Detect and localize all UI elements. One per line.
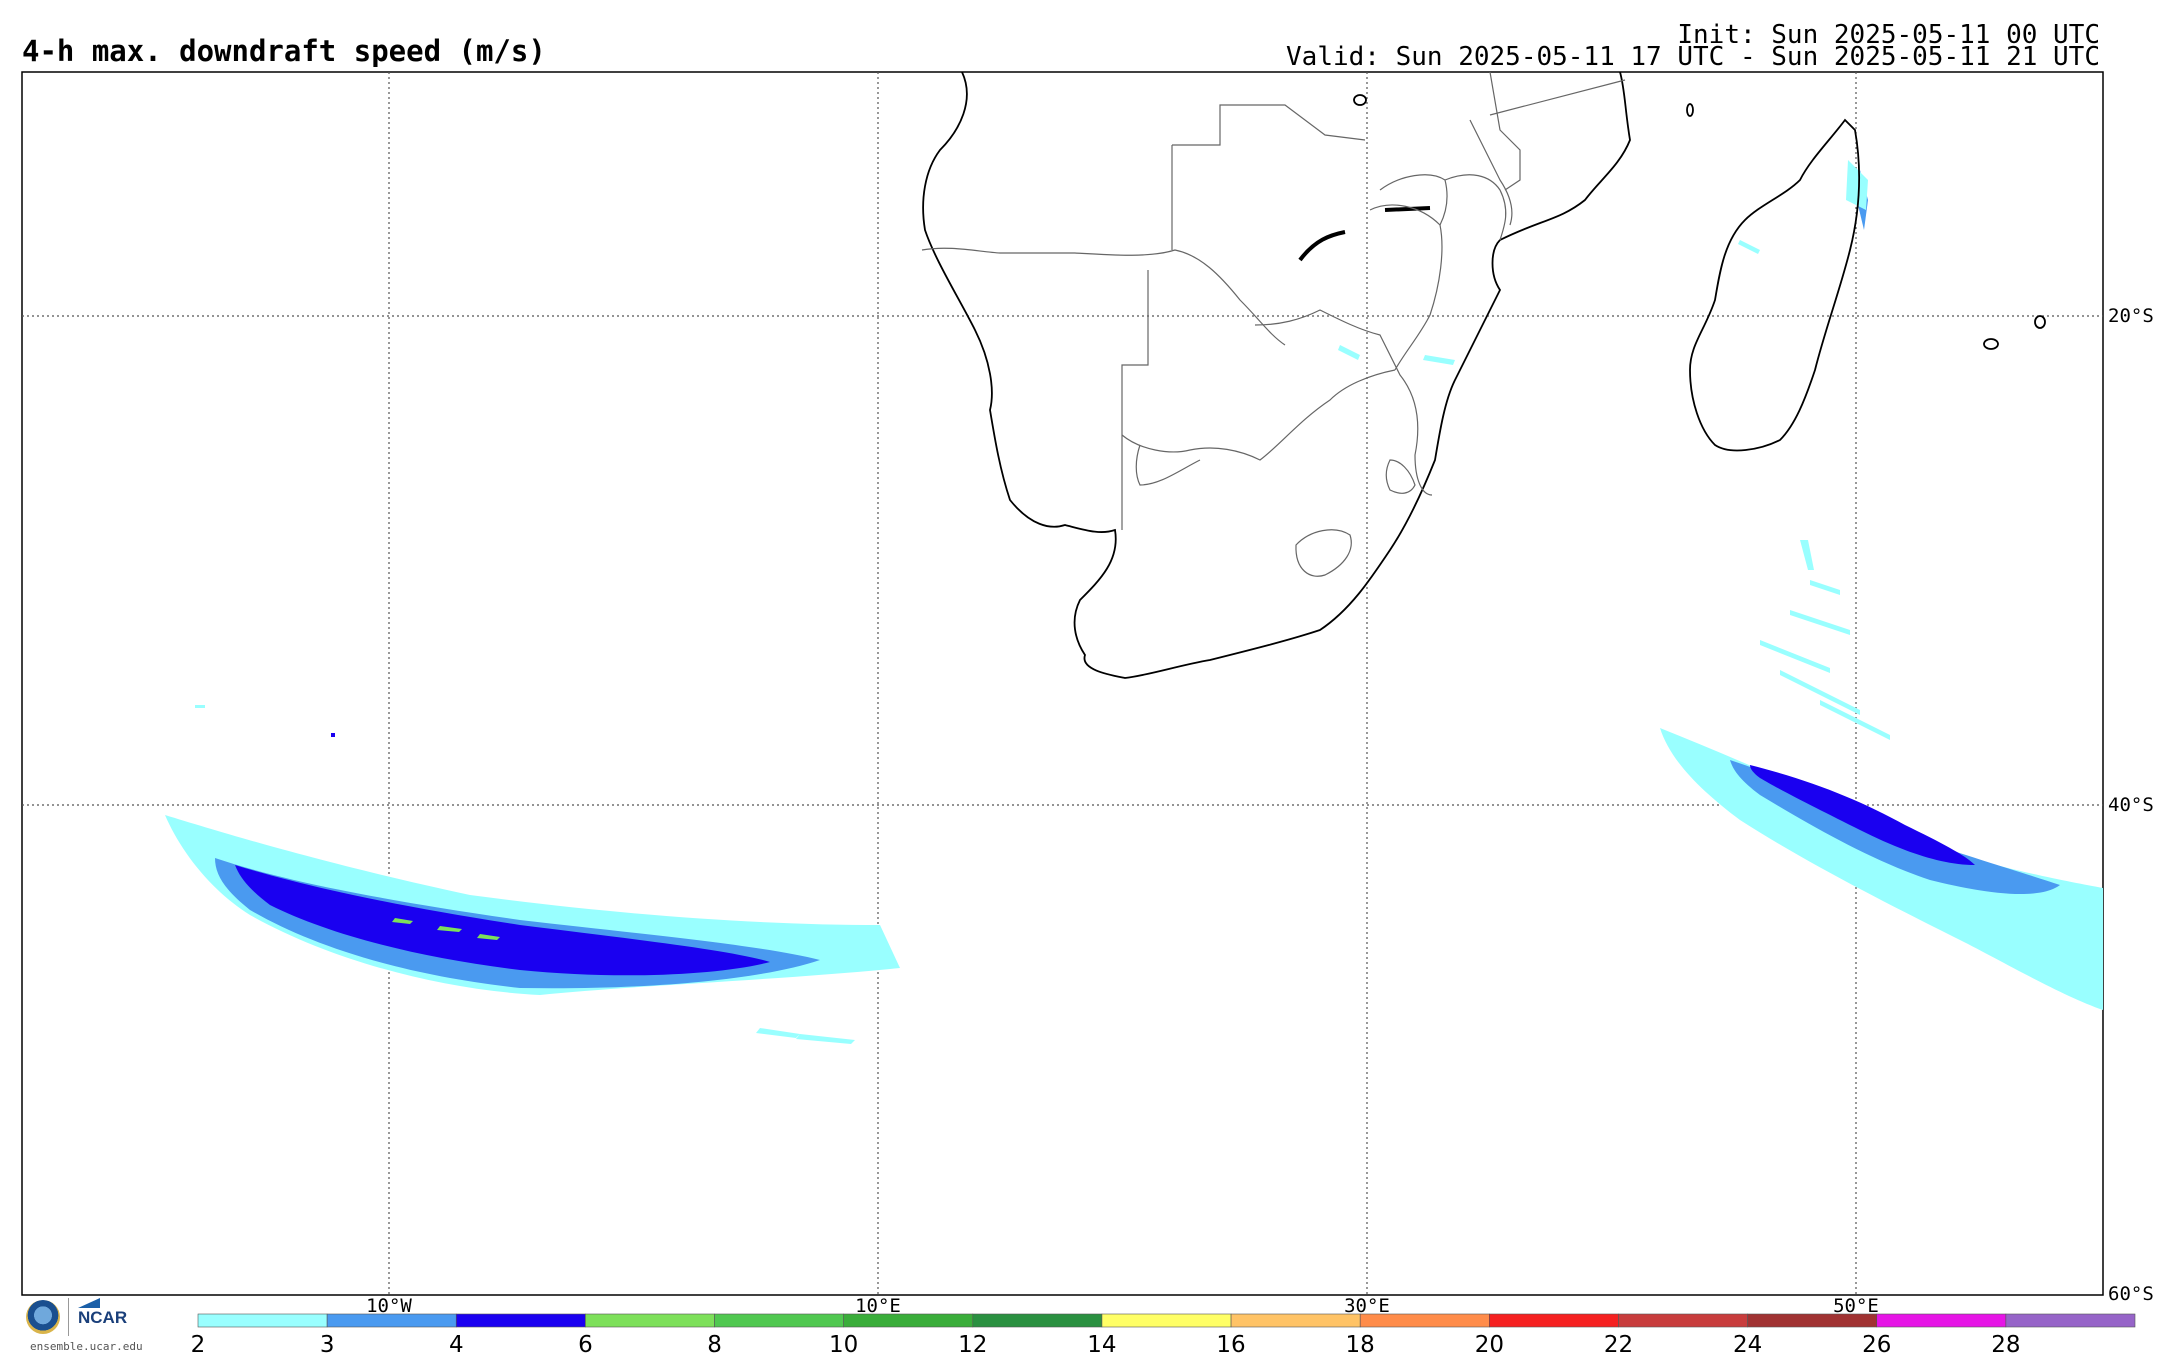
lon-label-50e: 50°E	[1833, 1295, 1879, 1317]
country-borders	[921, 71, 1626, 577]
graticule	[22, 72, 2103, 1295]
colorbar-tick-label: 16	[1216, 1332, 1245, 1354]
lat-label-20s: 20°S	[2108, 305, 2154, 327]
colorbar-tick-label: 18	[1346, 1332, 1375, 1354]
colorbar-tick-label: 8	[707, 1332, 722, 1354]
colorbar-tick-label: 22	[1604, 1332, 1633, 1354]
colorbar-swatch	[1359, 1313, 1490, 1328]
colorbar-swatch	[714, 1313, 844, 1328]
colorbar-swatch	[585, 1313, 715, 1328]
colorbar-tick-label: 12	[958, 1332, 987, 1354]
colorbar: 2 3 4 6 8 10 12 14 16 18 20 22 24 26 28	[191, 1313, 2136, 1354]
colorbar-swatch	[455, 1313, 586, 1328]
colorbar-tick-label: 24	[1733, 1332, 1762, 1354]
lon-label-10w: 10°W	[366, 1295, 412, 1317]
colorbar-tick-label: 2	[191, 1332, 206, 1354]
colorbar-swatch	[1101, 1313, 1232, 1328]
downdraft-swath-east	[1338, 160, 2103, 1010]
lon-label-10e: 10°E	[855, 1295, 901, 1317]
nsf-logo-icon	[26, 1300, 60, 1334]
lat-labels: 20°S 40°S 60°S	[2108, 305, 2154, 1305]
ncar-logo-text: NCAR	[78, 1308, 128, 1327]
colorbar-tick-label: 3	[320, 1332, 335, 1354]
ncar-logo-icon	[78, 1298, 100, 1308]
colorbar-swatch	[1489, 1313, 1619, 1328]
colorbar-tick-label: 14	[1087, 1332, 1116, 1354]
footer-url: ensemble.ucar.edu	[30, 1340, 143, 1353]
colorbar-swatch	[1230, 1313, 1361, 1328]
lon-labels: 10°W 10°E 30°E 50°E	[366, 1295, 1879, 1317]
colorbar-tick-label: 10	[829, 1332, 858, 1354]
colorbar-tick-label: 26	[1862, 1332, 1891, 1354]
colorbar-swatch	[972, 1313, 1103, 1328]
lat-label-60s: 60°S	[2108, 1283, 2154, 1305]
colorbar-swatch	[843, 1313, 974, 1328]
colorbar-swatch	[1618, 1313, 1748, 1328]
colorbar-swatch	[197, 1313, 328, 1328]
colorbar-tick-label: 6	[578, 1332, 593, 1354]
downdraft-swath-west	[165, 705, 900, 1044]
ncar-logo: NCAR ensemble.ucar.edu	[22, 1296, 162, 1354]
valid-time: Valid: Sun 2025-05-11 17 UTC - Sun 2025-…	[1286, 42, 2100, 72]
logo-separator	[68, 1298, 69, 1336]
colorbar-tick-label: 4	[449, 1332, 464, 1354]
coastlines	[922, 71, 2046, 679]
map-frame	[21, 71, 2104, 1296]
map-title: 4-h max. downdraft speed (m/s)	[22, 34, 546, 68]
colorbar-swatch	[326, 1313, 457, 1328]
colorbar-swatch	[1747, 1313, 1878, 1328]
lat-label-40s: 40°S	[2108, 794, 2154, 816]
lon-label-30e: 30°E	[1344, 1295, 1390, 1317]
colorbar-tick-label: 28	[1991, 1332, 2020, 1354]
colorbar-swatch	[1876, 1313, 2007, 1328]
init-time: Init: Sun 2025-05-11 00 UTC	[1677, 20, 2100, 50]
colorbar-swatch	[2005, 1313, 2136, 1328]
colorbar-tick-label: 20	[1475, 1332, 1504, 1354]
